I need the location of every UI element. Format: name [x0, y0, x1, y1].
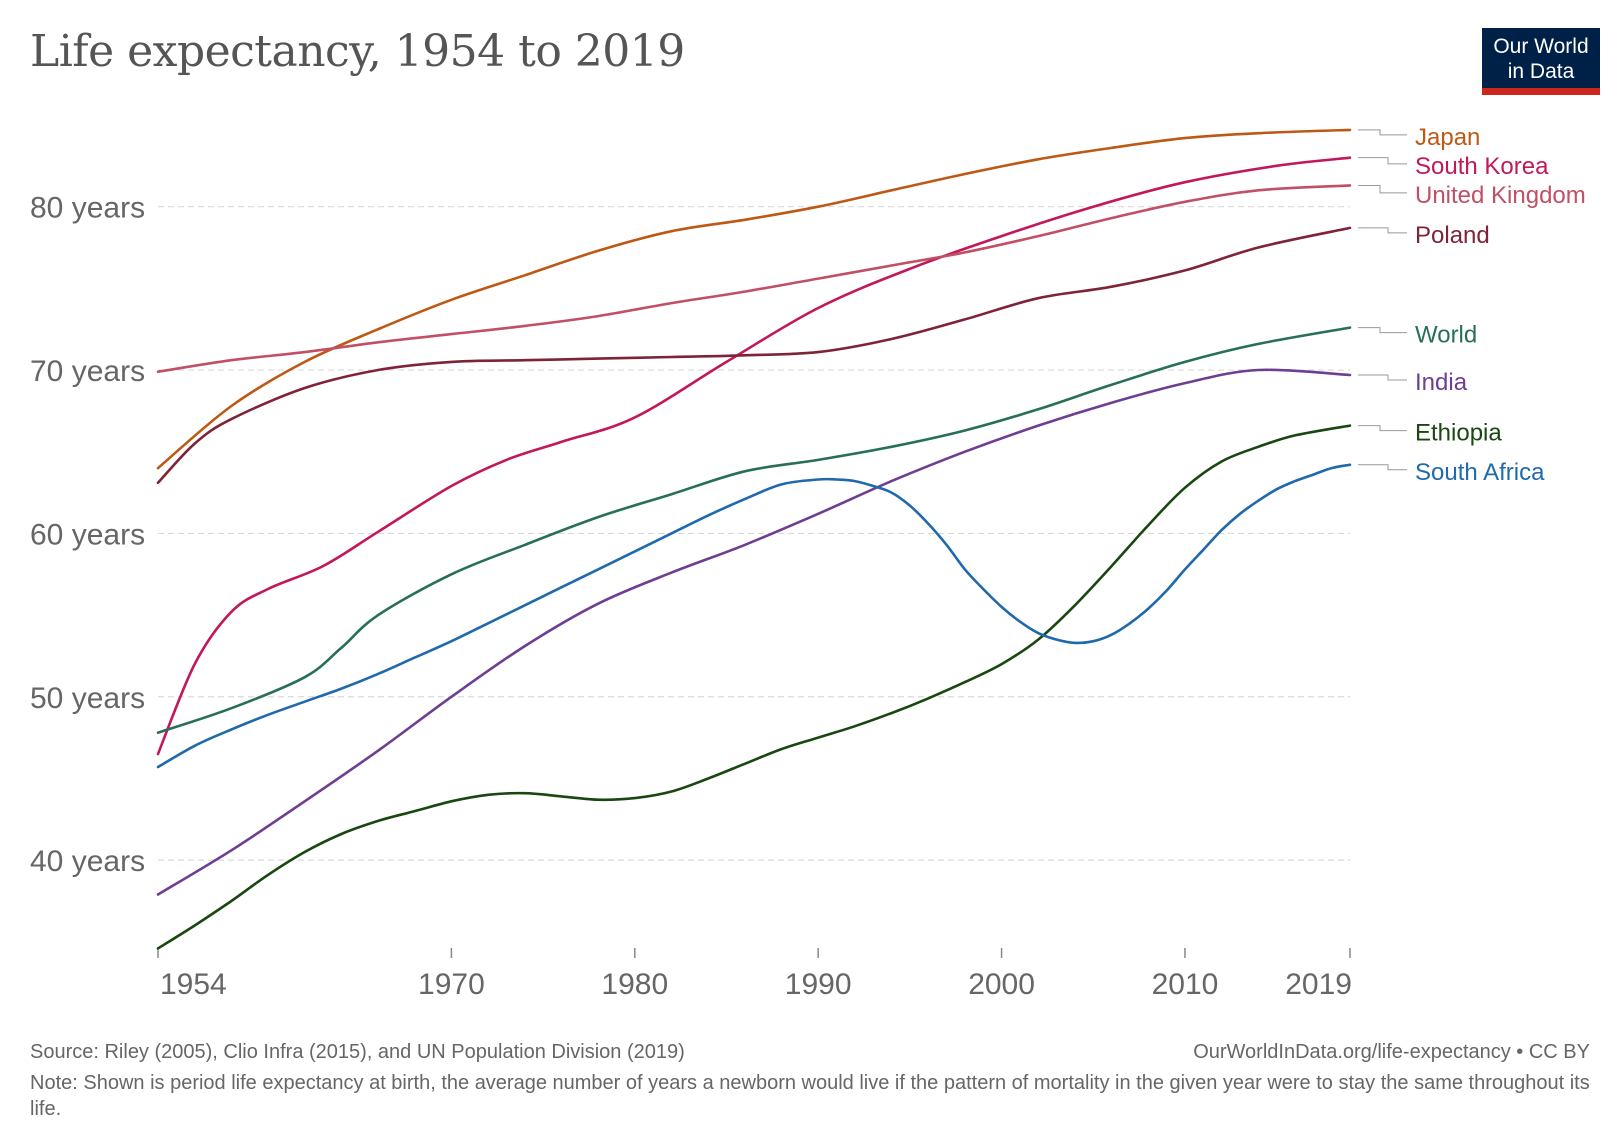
logo-line2: in Data: [1507, 60, 1575, 83]
y-tick-label: 40 years: [30, 845, 145, 878]
series-label-south-africa: South Africa: [1415, 459, 1545, 486]
x-tick-label: 1954: [160, 968, 227, 1001]
y-tick-label: 60 years: [30, 518, 145, 551]
series-label-ethiopia: Ethiopia: [1415, 420, 1502, 447]
series-label-india: India: [1415, 369, 1468, 396]
label-connector-ethiopia: [1358, 425, 1407, 432]
note-text: Note: Shown is period life expectancy at…: [30, 1072, 1590, 1120]
series-lines: [156, 128, 1352, 950]
label-connector-japan: [1358, 129, 1407, 136]
series-line-poland: [156, 226, 1352, 485]
source-text: Source: Riley (2005), Clio Infra (2015),…: [30, 1041, 685, 1063]
x-tick-label: 1990: [785, 968, 852, 1001]
x-tick-label: 2000: [968, 968, 1035, 1001]
series-line-world: [156, 326, 1352, 734]
series-label-world: World: [1415, 322, 1477, 349]
series-label-japan: Japan: [1415, 124, 1480, 151]
y-tick-label: 80 years: [30, 192, 145, 225]
y-tick-label: 50 years: [30, 682, 145, 715]
owid-logo[interactable]: Our World in Data: [1482, 28, 1600, 95]
series-line-south-africa: [156, 463, 1352, 769]
series-line-ethiopia: [156, 424, 1352, 950]
x-tick-label: 1980: [601, 968, 668, 1001]
x-tick-label: 2010: [1152, 968, 1219, 1001]
y-tick-label: 70 years: [30, 355, 145, 388]
series-line-south-korea: [156, 156, 1352, 756]
series-line-united-kingdom: [156, 184, 1352, 373]
series-line-india: [156, 368, 1352, 896]
x-tick-label: 1970: [418, 968, 485, 1001]
x-tick-label: 2019: [1285, 968, 1352, 1001]
label-connector-south-africa: [1358, 464, 1407, 471]
gridlines: [158, 206, 1350, 861]
series-line-japan: [156, 128, 1352, 470]
chart-title: Life expectancy, 1954 to 2019: [30, 26, 685, 77]
label-connector-world: [1358, 327, 1407, 334]
logo-line1: Our World: [1493, 35, 1589, 58]
series-label-united-kingdom: United Kingdom: [1415, 182, 1586, 209]
series-label-south-korea: South Korea: [1415, 153, 1549, 180]
label-connector-poland: [1358, 227, 1407, 234]
label-connector-south-korea: [1358, 157, 1407, 165]
series-label-poland: Poland: [1415, 222, 1490, 249]
label-connector-united-kingdom: [1358, 184, 1407, 194]
label-connector-india: [1358, 374, 1407, 381]
axes: 40 years 50 years 60 years 70 years 80 years…: [30, 192, 1352, 1001]
source-link[interactable]: OurWorldInData.org/life-expectancy • CC …: [1193, 1041, 1590, 1063]
